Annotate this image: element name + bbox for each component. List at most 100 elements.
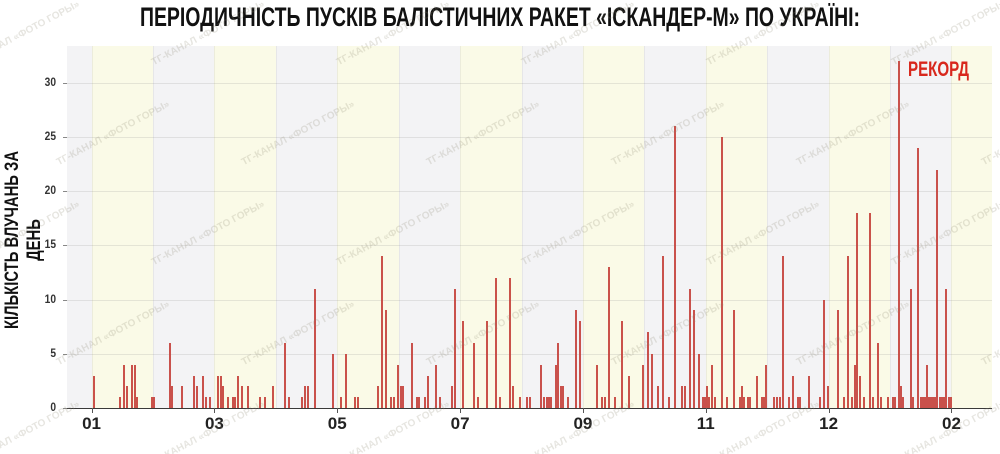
- bar: [600, 397, 603, 408]
- bar: [720, 137, 723, 408]
- y-tick-label: 25: [44, 129, 56, 144]
- bar: [578, 321, 581, 408]
- x-tick-label: 05: [327, 414, 347, 433]
- month-band-gray: [398, 46, 461, 408]
- bar: [876, 342, 879, 408]
- bar: [772, 397, 775, 408]
- month-band-gray: [890, 46, 952, 408]
- bar: [782, 256, 785, 408]
- bar: [486, 321, 489, 408]
- bar: [796, 397, 799, 408]
- bar: [540, 364, 543, 408]
- bar: [247, 386, 250, 408]
- bar: [196, 386, 199, 408]
- month-gridline: [767, 46, 769, 408]
- bar: [948, 397, 950, 408]
- bar: [704, 397, 707, 408]
- month-gridline: [337, 46, 339, 408]
- bar: [476, 397, 479, 408]
- month-gridline: [521, 46, 523, 408]
- month-band-gray: [152, 46, 215, 408]
- bar: [451, 386, 454, 408]
- bar: [807, 375, 810, 408]
- bar: [725, 397, 728, 408]
- bar: [855, 212, 858, 408]
- bar: [519, 397, 522, 408]
- bar: [822, 299, 825, 408]
- bar: [698, 353, 701, 408]
- bar: [562, 386, 565, 408]
- bar: [621, 321, 624, 408]
- bar: [819, 397, 822, 408]
- bar: [217, 375, 220, 408]
- bar: [854, 364, 857, 408]
- x-tick-mark: [828, 408, 830, 413]
- bar: [306, 386, 309, 408]
- bar: [411, 342, 414, 408]
- bar: [93, 375, 96, 408]
- bar: [559, 386, 562, 408]
- chart-title: ПЕРІОДИЧНІСТЬ ПУСКІВ БАЛІСТИЧНИХ РАКЕТ «…: [139, 2, 860, 32]
- bar: [604, 397, 607, 408]
- bar: [554, 364, 557, 408]
- bar: [287, 397, 290, 408]
- bar: [893, 397, 896, 408]
- x-tick-mark: [91, 408, 93, 413]
- bar: [390, 397, 393, 408]
- bar: [331, 353, 334, 408]
- bar: [924, 397, 927, 408]
- bar: [118, 397, 121, 408]
- bar: [943, 397, 946, 408]
- bar: [776, 397, 779, 408]
- month-band-gray: [767, 46, 829, 408]
- month-gridline: [582, 46, 584, 408]
- bar: [887, 397, 890, 408]
- y-tick-label: 0: [50, 400, 56, 414]
- y-gridline: [67, 299, 992, 301]
- bar: [169, 342, 172, 408]
- bar: [526, 397, 529, 408]
- bar: [495, 277, 498, 408]
- bar: [911, 397, 914, 408]
- y-tick-mark: [63, 245, 67, 247]
- bar: [263, 397, 266, 408]
- month-gridline: [705, 46, 707, 408]
- bar: [613, 397, 616, 408]
- bar: [850, 397, 853, 408]
- bar: [392, 397, 395, 408]
- bar: [747, 397, 750, 408]
- bar: [607, 267, 610, 408]
- bar: [938, 397, 941, 408]
- x-tick-label: 11: [696, 414, 715, 433]
- bar: [357, 397, 360, 408]
- y-tick-mark: [63, 299, 67, 301]
- bar: [529, 397, 532, 408]
- y-gridline: [67, 353, 992, 355]
- bar: [879, 397, 882, 408]
- bar: [548, 397, 551, 408]
- y-gridline: [67, 245, 992, 247]
- bar: [381, 256, 384, 408]
- bar: [733, 310, 736, 408]
- bar: [222, 386, 224, 408]
- month-band-yellow: [705, 46, 768, 408]
- month-gridline: [951, 46, 953, 408]
- bar: [763, 397, 766, 408]
- bar: [171, 386, 174, 408]
- bar: [739, 397, 742, 408]
- bar: [499, 397, 502, 408]
- plot-area: РЕКОРД: [63, 46, 992, 413]
- bar: [401, 386, 404, 408]
- bar: [858, 375, 861, 408]
- bar: [511, 386, 514, 408]
- bar: [473, 342, 476, 408]
- bar: [400, 386, 403, 408]
- bar: [416, 397, 419, 408]
- y-tick-mark: [63, 191, 67, 193]
- bar: [236, 375, 239, 408]
- y-tick-mark: [63, 408, 67, 409]
- bar: [136, 397, 139, 408]
- y-tick-label: 15: [44, 237, 56, 252]
- month-band-yellow: [582, 46, 645, 408]
